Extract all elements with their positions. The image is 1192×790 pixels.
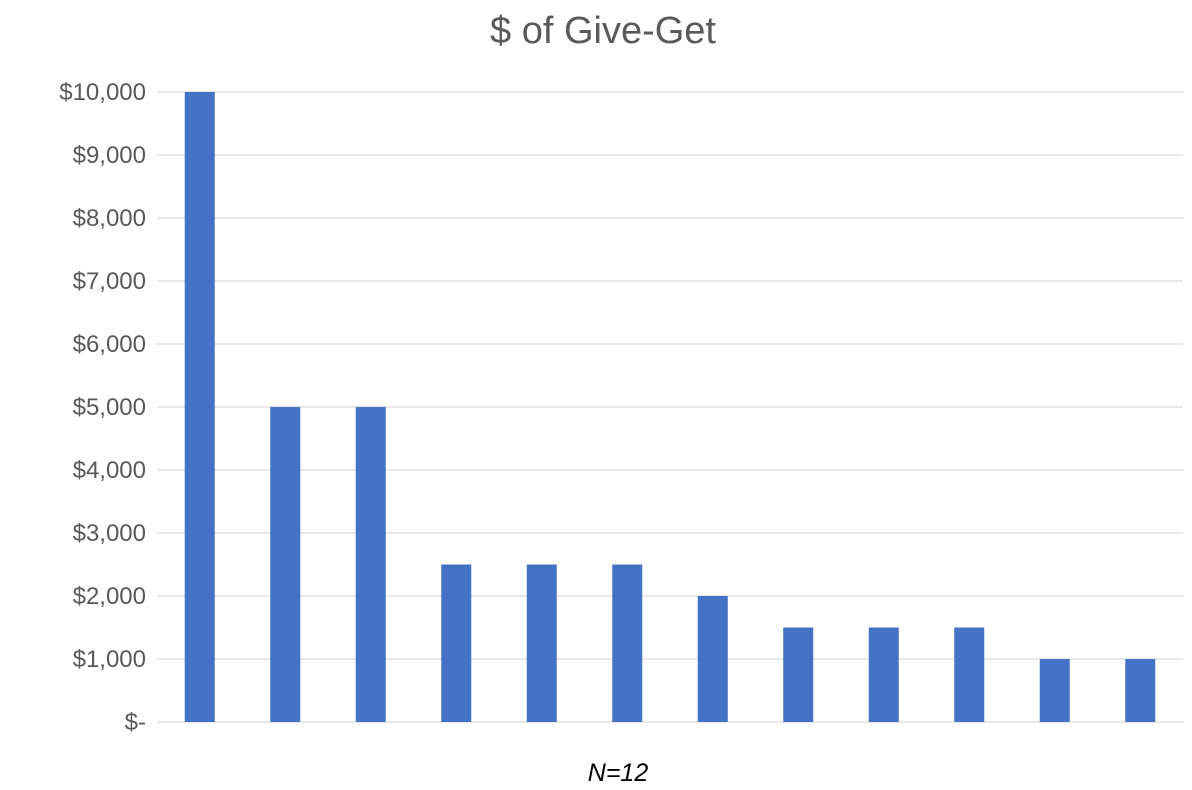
bars — [184, 92, 1156, 722]
gridlines — [157, 91, 1183, 723]
y-tick-label: $2,000 — [73, 583, 146, 610]
bar — [355, 407, 386, 722]
bar — [954, 627, 985, 722]
bar — [441, 564, 472, 722]
bar — [612, 564, 643, 722]
y-tick-label: $7,000 — [73, 268, 146, 295]
y-tick-label: $8,000 — [73, 205, 146, 232]
bar — [526, 564, 557, 722]
bar — [1125, 659, 1156, 722]
chart-title: $ of Give-Get — [490, 10, 716, 52]
y-tick-label: $4,000 — [73, 457, 146, 484]
bar — [184, 92, 215, 722]
y-tick-label: $3,000 — [73, 520, 146, 547]
bar — [868, 627, 899, 722]
y-axis-tick-labels: $- $1,000 $2,000 $3,000 $4,000 $5,000 $6,000 $7… — [59, 79, 146, 736]
bar — [697, 596, 728, 722]
bar — [783, 627, 814, 722]
y-tick-label: $9,000 — [73, 142, 146, 169]
y-tick-label: $5,000 — [73, 394, 146, 421]
y-tick-label: $10,000 — [59, 79, 146, 106]
bar — [270, 407, 301, 722]
x-axis-label: N=12 — [588, 759, 649, 785]
y-tick-label: $6,000 — [73, 331, 146, 358]
y-tick-label: $- — [125, 709, 146, 736]
bar — [1039, 659, 1070, 722]
y-tick-label: $1,000 — [73, 646, 146, 673]
